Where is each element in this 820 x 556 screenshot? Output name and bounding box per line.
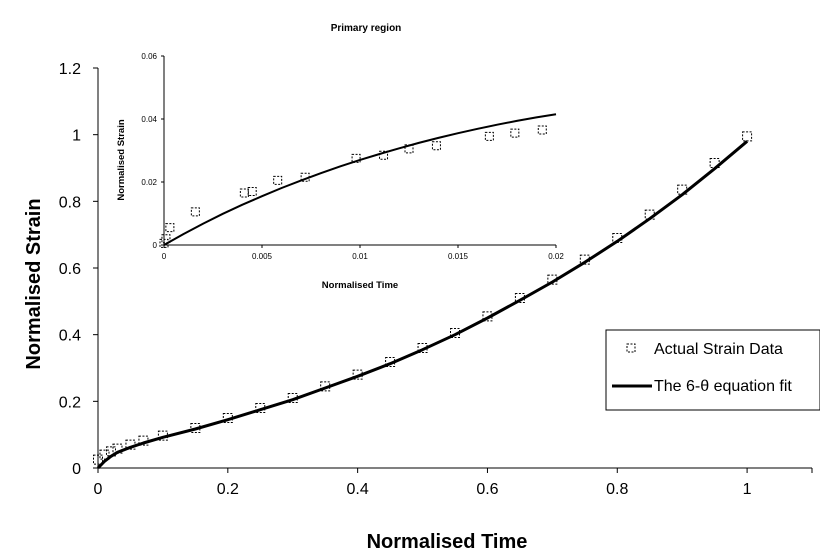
main-x-tick-label: 0.4 bbox=[347, 481, 369, 498]
inset-y-tick-label: 0 bbox=[153, 241, 158, 250]
inset-y-tick-label: 0.04 bbox=[141, 115, 157, 124]
inset-y-axis-title: Normalised Strain bbox=[116, 119, 127, 200]
inset-x-tick-label: 0.005 bbox=[252, 252, 273, 261]
inset-y-tick-label: 0.06 bbox=[141, 52, 157, 61]
main-y-axis-title: Normalised Strain bbox=[23, 198, 45, 369]
inset-x-tick-label: 0.01 bbox=[352, 252, 368, 261]
inset-x-tick-label: 0.02 bbox=[548, 252, 564, 261]
main-y-tick-label: 1.2 bbox=[59, 61, 81, 78]
main-data-point bbox=[743, 132, 752, 141]
legend: Actual Strain Data The 6-θ equation fit bbox=[606, 330, 820, 410]
main-y-tick-label: 0.8 bbox=[59, 194, 81, 211]
main-y-tick-label: 0.2 bbox=[59, 394, 81, 411]
main-x-tick-label: 0.8 bbox=[606, 481, 628, 498]
main-x-ticks: 0 0.2 0.4 0.6 0.8 1 bbox=[94, 468, 812, 498]
inset-plot: 0 0.02 0.04 0.06 0 0.005 0.01 0.015 0.02 Primar… bbox=[116, 23, 564, 291]
main-x-tick-label: 0.2 bbox=[217, 481, 239, 498]
inset-x-ticks: 0 0.005 0.01 0.015 0.02 bbox=[162, 245, 565, 261]
main-x-tick-label: 1 bbox=[743, 481, 752, 498]
inset-x-tick-label: 0.015 bbox=[448, 252, 469, 261]
main-y-tick-label: 0.4 bbox=[59, 328, 81, 345]
inset-title: Primary region bbox=[331, 23, 402, 34]
inset-y-ticks: 0 0.02 0.04 0.06 bbox=[141, 52, 164, 250]
inset-background bbox=[164, 56, 556, 246]
main-y-tick-label: 0.6 bbox=[59, 261, 81, 278]
main-y-tick-label: 0 bbox=[72, 461, 81, 478]
main-y-ticks: 0 0.2 0.4 0.6 0.8 1 1.2 bbox=[59, 61, 98, 478]
main-x-tick-label: 0.6 bbox=[476, 481, 498, 498]
main-x-axis-title: Normalised Time bbox=[367, 531, 528, 553]
inset-x-axis-title: Normalised Time bbox=[322, 280, 398, 291]
inset-x-tick-label: 0 bbox=[162, 252, 167, 261]
inset-y-tick-label: 0.02 bbox=[141, 178, 157, 187]
legend-label-actual-strain: Actual Strain Data bbox=[654, 341, 783, 358]
legend-label-6theta-fit: The 6-θ equation fit bbox=[654, 378, 792, 395]
main-x-tick-label: 0 bbox=[94, 481, 103, 498]
main-y-tick-label: 1 bbox=[72, 128, 81, 145]
